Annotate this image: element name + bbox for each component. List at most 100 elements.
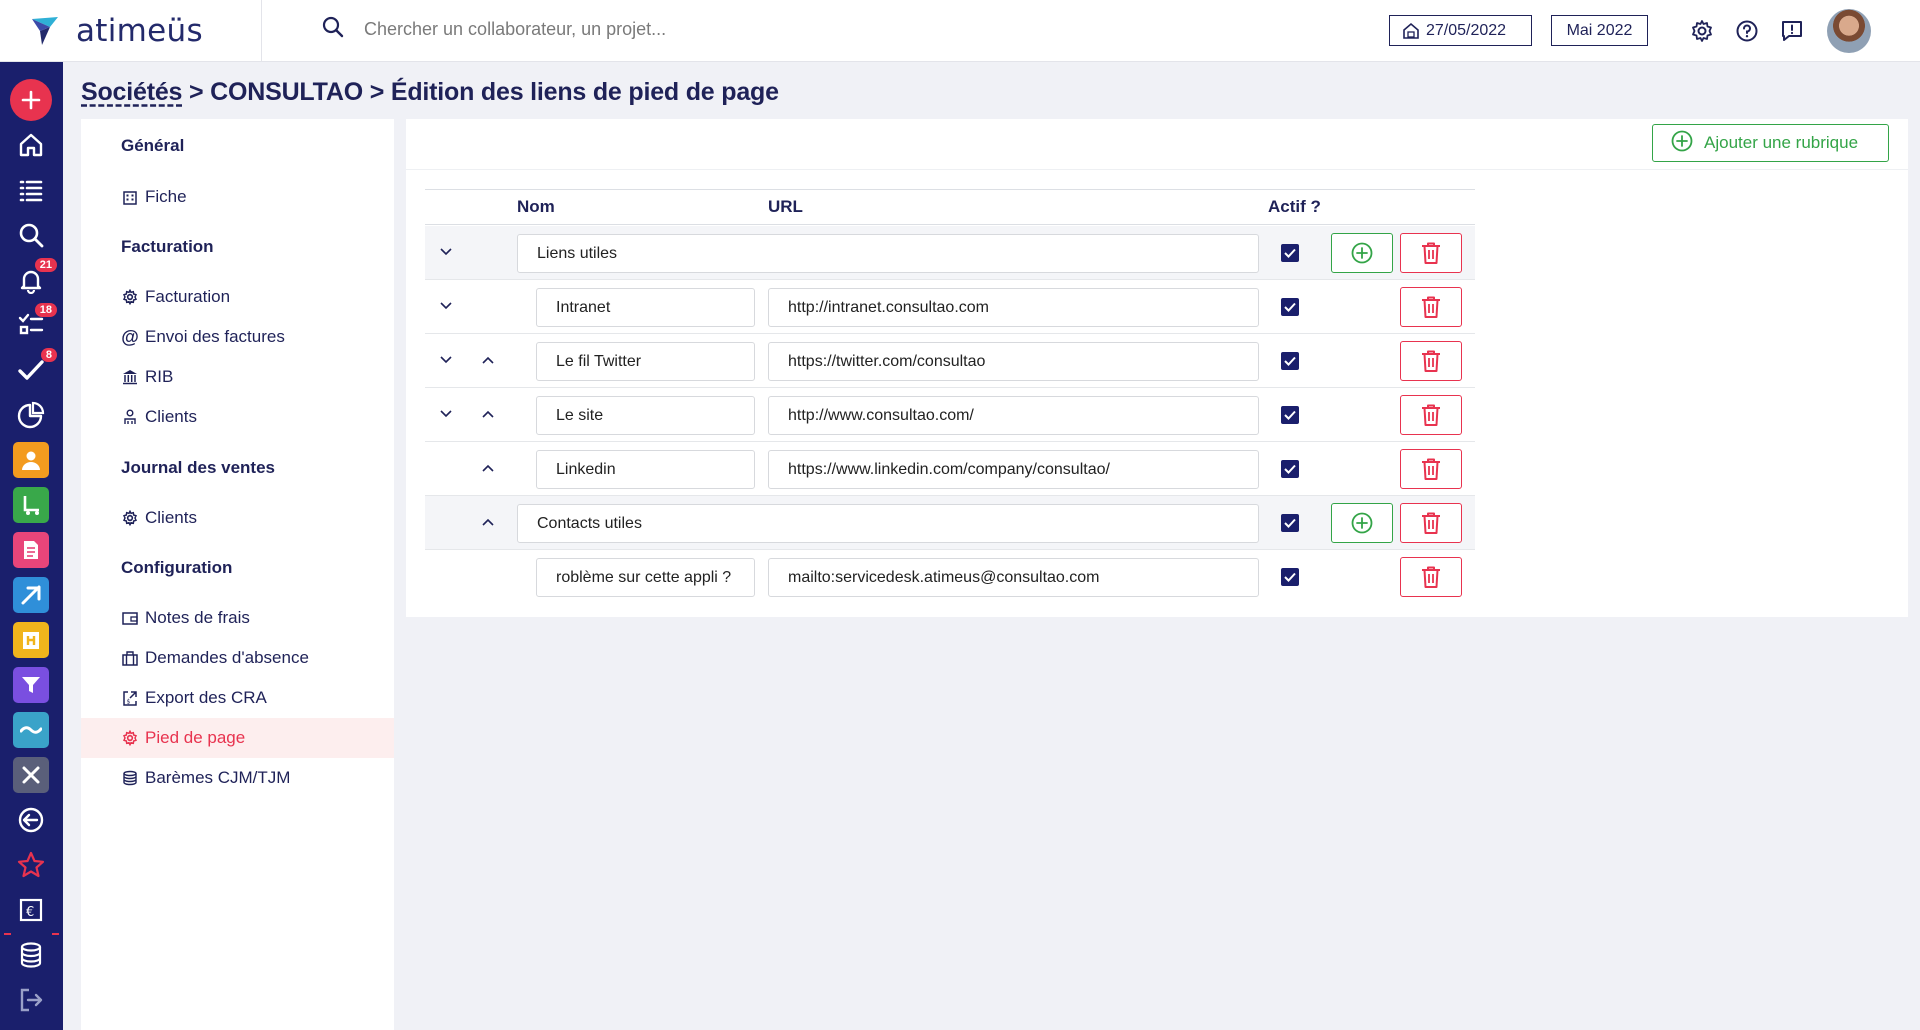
delete-button[interactable]: [1400, 557, 1462, 597]
delete-button[interactable]: [1400, 233, 1462, 273]
back-arrow-icon[interactable]: [9, 798, 53, 842]
list-icon[interactable]: [9, 168, 53, 212]
menu-item-demandes-absence[interactable]: Demandes d'absence: [81, 638, 394, 678]
euro-export-icon[interactable]: €: [9, 888, 53, 932]
link-url-input[interactable]: http://www.consultao.com/: [768, 396, 1259, 435]
link-name-input[interactable]: Linkedin: [536, 450, 755, 489]
user-avatar[interactable]: [1827, 9, 1871, 53]
active-checkbox[interactable]: [1281, 406, 1299, 424]
menu-item-export-cra[interactable]: $ Export des CRA: [81, 678, 394, 718]
active-checkbox[interactable]: [1281, 514, 1299, 532]
menu-item-label: Export des CRA: [145, 688, 267, 707]
table-row-link: Linkedin https://www.linkedin.com/compan…: [425, 442, 1475, 496]
delete-button[interactable]: [1400, 503, 1462, 543]
delete-button[interactable]: [1400, 395, 1462, 435]
link-url-input[interactable]: mailto:servicedesk.atimeus@consultao.com: [768, 558, 1259, 597]
menu-item-label: Envoi des factures: [145, 327, 285, 346]
add-rubrique-button[interactable]: Ajouter une rubrique: [1652, 124, 1889, 162]
menu-item-clients-facturation[interactable]: Clients: [81, 397, 394, 437]
search-icon[interactable]: [322, 16, 344, 43]
menu-item-label: Notes de frais: [145, 608, 250, 627]
move-up-chevron-icon[interactable]: [479, 459, 497, 477]
menu-item-baremes[interactable]: Barèmes CJM/TJM: [81, 758, 394, 798]
notifications-icon[interactable]: 21: [9, 258, 57, 302]
move-down-chevron-icon[interactable]: [437, 297, 455, 315]
logout-icon[interactable]: [9, 978, 53, 1022]
validation-check-icon[interactable]: 8: [9, 348, 57, 392]
period-label: Mai 2022: [1566, 21, 1633, 39]
active-checkbox[interactable]: [1281, 460, 1299, 478]
move-up-chevron-icon[interactable]: [479, 513, 497, 531]
menu-item-fiche[interactable]: Fiche: [81, 177, 394, 217]
menu-item-clients-journal[interactable]: Clients: [81, 498, 394, 538]
link-name-input[interactable]: roblème sur cette appli ?: [536, 558, 755, 597]
breadcrumb-separator: >: [182, 78, 211, 106]
menu-item-rib[interactable]: RIB: [81, 357, 394, 397]
gear-icon: [121, 729, 139, 747]
link-name-input[interactable]: Le fil Twitter: [536, 342, 755, 381]
move-up-chevron-icon[interactable]: [479, 405, 497, 423]
tasks-icon[interactable]: 18: [9, 303, 57, 347]
filter-app-icon[interactable]: [9, 663, 53, 707]
delete-button[interactable]: [1400, 449, 1462, 489]
active-checkbox[interactable]: [1281, 298, 1299, 316]
move-up-chevron-icon[interactable]: [479, 351, 497, 369]
table-row-link: roblème sur cette appli ? mailto:service…: [425, 550, 1475, 604]
cart-app-icon[interactable]: [9, 483, 53, 527]
link-url-input[interactable]: https://www.linkedin.com/company/consult…: [768, 450, 1259, 489]
table-row-link: Le fil Twitter https://twitter.com/consu…: [425, 334, 1475, 388]
divider: [52, 933, 59, 935]
svg-text:$: $: [127, 699, 131, 706]
feedback-icon[interactable]: [1780, 19, 1804, 43]
tools-app-icon[interactable]: [9, 753, 53, 797]
breadcrumb-company: CONSULTAO: [210, 78, 363, 106]
move-down-chevron-icon[interactable]: [437, 405, 455, 423]
menu-item-label: Demandes d'absence: [145, 648, 309, 667]
gear-icon[interactable]: [1690, 19, 1714, 43]
menu-item-label: Barèmes CJM/TJM: [145, 768, 291, 787]
link-url-input[interactable]: http://intranet.consultao.com: [768, 288, 1259, 327]
active-checkbox[interactable]: [1281, 568, 1299, 586]
menu-item-envoi-factures[interactable]: @ Envoi des factures: [81, 317, 394, 357]
pie-chart-icon[interactable]: [9, 393, 53, 437]
help-icon[interactable]: [1735, 19, 1759, 43]
settings-menu: Général Fiche Facturation Facturation @ …: [81, 119, 394, 1030]
export-icon: $: [121, 689, 139, 707]
menu-item-pied-de-page[interactable]: Pied de page: [81, 718, 394, 758]
group-name-input[interactable]: Contacts utiles: [517, 504, 1259, 543]
star-icon[interactable]: [9, 843, 53, 887]
plane-app-icon[interactable]: [9, 573, 53, 617]
group-name-input[interactable]: Liens utiles: [517, 234, 1259, 273]
period-button[interactable]: Mai 2022: [1551, 15, 1648, 46]
active-checkbox[interactable]: [1281, 244, 1299, 262]
hotel-app-icon[interactable]: [9, 618, 53, 662]
move-down-chevron-icon[interactable]: [437, 351, 455, 369]
tasks-badge: 18: [34, 303, 57, 317]
logo[interactable]: atimeüs: [0, 0, 262, 62]
handshake-app-icon[interactable]: [9, 708, 53, 752]
menu-item-notes-frais[interactable]: Notes de frais: [81, 598, 394, 638]
menu-item-facturation[interactable]: Facturation: [81, 277, 394, 317]
link-name-input[interactable]: Intranet: [536, 288, 755, 327]
delete-button[interactable]: [1400, 287, 1462, 327]
create-button[interactable]: [9, 78, 53, 122]
database-icon: [121, 769, 139, 787]
home-icon[interactable]: [9, 123, 53, 167]
add-link-button[interactable]: [1331, 503, 1393, 543]
link-name-input[interactable]: Le site: [536, 396, 755, 435]
bank-icon: [121, 368, 139, 386]
today-date-button[interactable]: 27/05/2022: [1389, 15, 1532, 46]
column-header-url: URL: [768, 197, 803, 216]
move-down-chevron-icon[interactable]: [437, 243, 455, 261]
link-url-input[interactable]: https://twitter.com/consultao: [768, 342, 1259, 381]
breadcrumb-companies-link[interactable]: Sociétés: [81, 78, 183, 106]
database-icon[interactable]: [9, 933, 53, 977]
footer-links-editor: Ajouter une rubrique Nom URL Actif ? Lie…: [406, 119, 1908, 617]
user-app-icon[interactable]: [9, 438, 53, 482]
search-input[interactable]: [364, 19, 784, 40]
document-app-icon[interactable]: [9, 528, 53, 572]
delete-button[interactable]: [1400, 341, 1462, 381]
add-link-button[interactable]: [1331, 233, 1393, 273]
active-checkbox[interactable]: [1281, 352, 1299, 370]
search-icon[interactable]: [9, 213, 53, 257]
